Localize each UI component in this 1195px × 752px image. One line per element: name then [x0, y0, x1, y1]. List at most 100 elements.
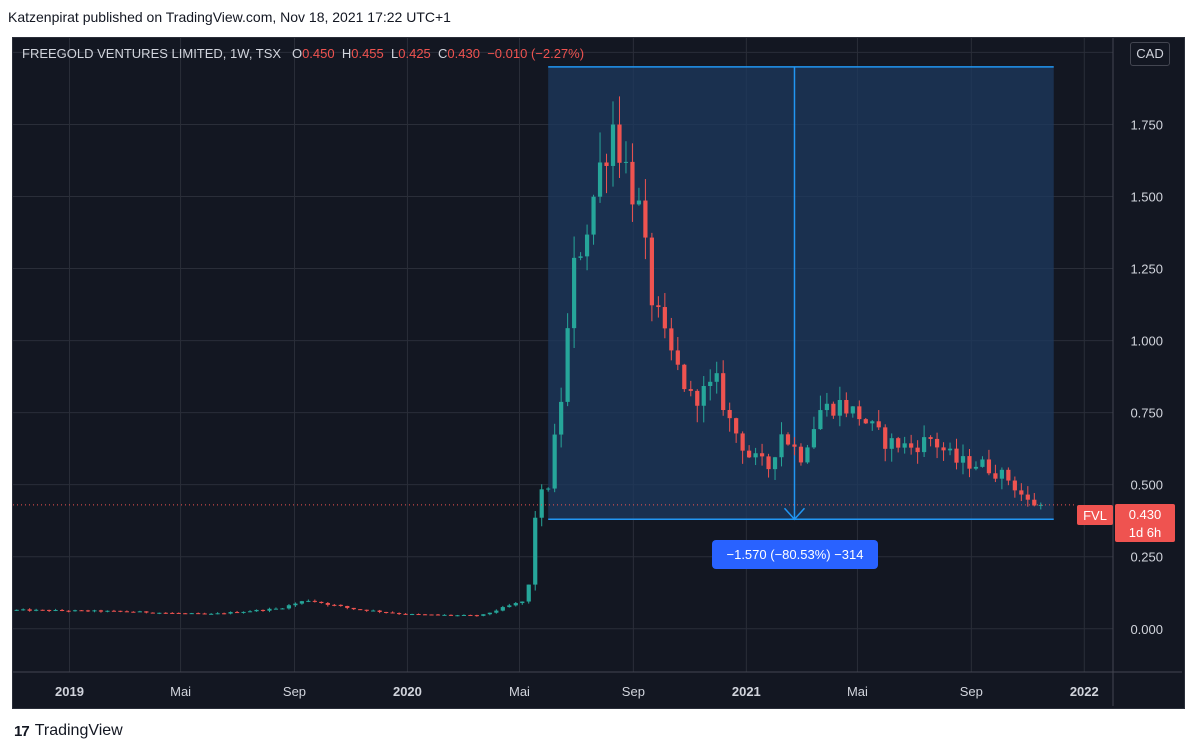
- candle-body: [934, 438, 940, 448]
- candle-body: [740, 433, 745, 451]
- candle-body: [183, 613, 188, 615]
- candle-body: [72, 610, 78, 612]
- low-label: L: [391, 46, 399, 61]
- candle-body: [779, 434, 784, 458]
- candle-body: [371, 610, 376, 612]
- candle-body: [1038, 504, 1043, 506]
- x-tick-label: Mai: [170, 684, 191, 699]
- candle-body: [468, 614, 473, 616]
- y-tick-label: 0.000: [1130, 622, 1163, 637]
- candle-body: [500, 607, 505, 611]
- candle-body: [578, 256, 583, 258]
- candle-body: [1012, 480, 1017, 491]
- price-tag-box: [1115, 504, 1175, 542]
- close-value: 0.430: [447, 46, 480, 61]
- candle-body: [902, 443, 907, 448]
- x-tick-label: Sep: [622, 684, 645, 699]
- candle-body: [409, 614, 415, 616]
- x-tick-label: Sep: [283, 684, 306, 699]
- candle-body: [27, 609, 32, 611]
- price-tag: FVL 0.430 1d 6h: [1077, 504, 1175, 542]
- x-tick-label: Sep: [960, 684, 983, 699]
- footer-brand: 17 TradingView: [14, 722, 123, 740]
- y-tick-label: 0.250: [1130, 550, 1163, 565]
- price-tag-countdown: 1d 6h: [1129, 525, 1162, 540]
- candle-body: [293, 603, 298, 606]
- candle-body: [857, 406, 862, 420]
- low-value: 0.425: [398, 46, 431, 61]
- measure-label: −1.570 (−80.53%) −314: [727, 547, 864, 562]
- candle-body: [546, 488, 551, 490]
- candle-body: [701, 386, 706, 406]
- candle-body: [805, 447, 810, 463]
- candle-body: [533, 517, 538, 585]
- candle-body: [1006, 469, 1011, 481]
- candle-body: [1019, 490, 1024, 495]
- candle-body: [390, 612, 395, 614]
- published-line: Katzenpirat published on TradingView.com…: [8, 9, 451, 25]
- candle-body: [474, 615, 479, 617]
- candle-body: [513, 603, 518, 606]
- candle-body: [597, 162, 603, 197]
- candle-body: [422, 614, 428, 616]
- symbol-legend[interactable]: FREEGOLD VENTURES LIMITED, 1W, TSX O0.45…: [22, 46, 584, 61]
- candle-body: [202, 613, 207, 615]
- candle-body: [973, 466, 979, 469]
- candle-body: [267, 608, 272, 611]
- candle-body: [947, 448, 953, 451]
- candle-body: [552, 434, 557, 489]
- x-tick-label: 2021: [732, 684, 761, 699]
- candle-body: [157, 612, 162, 614]
- candle-body: [170, 612, 175, 614]
- candle-body: [584, 234, 590, 257]
- candle-body: [345, 605, 350, 608]
- candle-body: [636, 200, 642, 205]
- candle-body: [591, 196, 596, 235]
- price-axis[interactable]: 2.0001.7501.5001.2501.0000.7500.5000.250…: [1112, 38, 1163, 706]
- candle-body: [721, 373, 726, 411]
- candle-body: [131, 611, 136, 613]
- candle-body: [980, 459, 985, 467]
- candle-body: [915, 447, 920, 453]
- measure-label-group[interactable]: −1.570 (−80.53%) −314: [712, 540, 878, 569]
- candle-body: [695, 390, 700, 406]
- time-axis[interactable]: 2019 Mai Sep 2020 Mai Sep 2021 Mai Sep 2022: [13, 671, 1182, 699]
- candle-body: [909, 443, 914, 448]
- y-tick-label: 1.250: [1130, 262, 1163, 277]
- candle-body: [993, 473, 998, 479]
- candle-body: [222, 613, 227, 615]
- candle-body: [831, 403, 836, 416]
- candle-body: [798, 446, 804, 463]
- candle-body: [811, 429, 817, 448]
- candle-body: [377, 610, 382, 612]
- currency-button[interactable]: CAD: [1130, 42, 1170, 66]
- candle-body: [766, 456, 771, 470]
- measure-label-box: [712, 540, 878, 569]
- x-tick-label: 2019: [55, 684, 84, 699]
- candle-body: [941, 447, 946, 451]
- y-tick-label: 1.000: [1130, 334, 1163, 349]
- candle-body: [999, 469, 1004, 479]
- x-tick-label: Mai: [509, 684, 530, 699]
- measure-arrow-icon: [783, 507, 806, 521]
- high-value: 0.455: [351, 46, 384, 61]
- candle-body: [772, 457, 778, 470]
- candle-body: [487, 612, 492, 615]
- candle-body: [111, 610, 117, 612]
- candle-body: [79, 610, 84, 612]
- high-label: H: [341, 46, 352, 61]
- candle-body: [397, 613, 402, 615]
- candle-body: [105, 610, 110, 612]
- candle-body: [299, 601, 304, 604]
- candle-body: [358, 609, 363, 611]
- candle-body: [824, 403, 829, 411]
- candle-body: [351, 607, 356, 610]
- candle-body: [565, 328, 570, 402]
- candle-body: [332, 604, 337, 606]
- candle-body: [429, 614, 434, 616]
- price-tag-ticker: FVL: [1083, 508, 1107, 523]
- candle-body: [364, 609, 369, 611]
- candle-body: [34, 609, 39, 611]
- candle-body: [338, 604, 343, 606]
